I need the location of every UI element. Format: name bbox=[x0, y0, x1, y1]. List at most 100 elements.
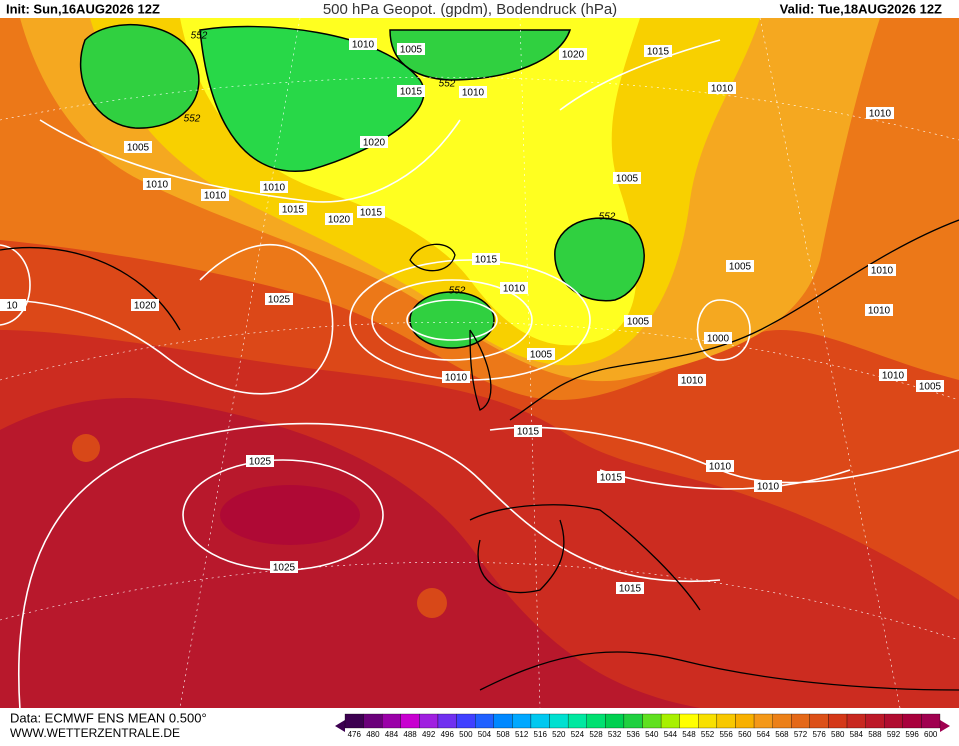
isobar-label-box bbox=[360, 136, 388, 148]
isobar-label-box bbox=[246, 455, 274, 467]
isobar-label: 1015 bbox=[647, 47, 670, 58]
scale-swatch bbox=[772, 713, 792, 729]
scale-label: 484 bbox=[385, 730, 399, 739]
isobar-label-box bbox=[265, 293, 293, 305]
scale-swatch bbox=[828, 713, 848, 729]
scale-label: 496 bbox=[441, 730, 455, 739]
isobar-label: 10 bbox=[6, 301, 18, 312]
isobar-label-box bbox=[143, 178, 171, 190]
scale-swatch bbox=[698, 713, 718, 729]
isobar-label-box bbox=[500, 282, 528, 294]
isobar-label-box bbox=[124, 141, 152, 153]
scale-label: 596 bbox=[905, 730, 919, 739]
scale-label: 568 bbox=[775, 730, 789, 739]
scale-swatch bbox=[549, 713, 569, 729]
geopotential-label: 552 bbox=[599, 212, 616, 223]
isobar-label-box bbox=[708, 82, 736, 94]
scale-label: 536 bbox=[627, 730, 641, 739]
isobar-label-box bbox=[644, 45, 672, 57]
isobar-label: 1020 bbox=[562, 50, 585, 61]
isobar-label-box bbox=[559, 48, 587, 60]
isobar-label: 1010 bbox=[263, 183, 286, 194]
isobar-label: 1020 bbox=[363, 138, 386, 149]
valid-time: Valid: Tue,18AUG2026 12Z bbox=[780, 1, 942, 16]
isobar-label-box bbox=[397, 85, 425, 97]
isobar-label: 1010 bbox=[204, 191, 227, 202]
scale-swatch bbox=[567, 713, 587, 729]
geopotential-label: 552 bbox=[439, 79, 456, 90]
isobar-label: 1005 bbox=[530, 350, 553, 361]
isobar-label-box bbox=[866, 107, 894, 119]
scale-swatch bbox=[735, 713, 755, 729]
isobar-label-box bbox=[527, 348, 555, 360]
isobar-label-box bbox=[879, 369, 907, 381]
scale-label: 544 bbox=[664, 730, 678, 739]
isobar-label: 1010 bbox=[146, 180, 169, 191]
isobar-label: 1010 bbox=[681, 376, 704, 387]
isobar-label-box bbox=[678, 374, 706, 386]
isobar-label-box bbox=[270, 561, 298, 573]
isobar-label: 1010 bbox=[871, 266, 894, 277]
scale-arrow-right bbox=[940, 720, 950, 732]
scale-label: 560 bbox=[738, 730, 752, 739]
isobar-label: 1015 bbox=[400, 87, 423, 98]
isobar-label: 1015 bbox=[600, 473, 623, 484]
isobar-label: 1005 bbox=[616, 174, 639, 185]
scale-label: 580 bbox=[831, 730, 845, 739]
scale-label: 512 bbox=[515, 730, 529, 739]
scale-swatch bbox=[846, 713, 866, 729]
scale-label: 532 bbox=[608, 730, 622, 739]
scale-swatch bbox=[344, 713, 364, 729]
isobar-label: 1025 bbox=[249, 457, 272, 468]
scale-swatch bbox=[586, 713, 606, 729]
isobar-label: 1005 bbox=[919, 382, 942, 393]
scale-label: 524 bbox=[571, 730, 585, 739]
isobar-label-box bbox=[624, 315, 652, 327]
scale-label: 540 bbox=[645, 730, 659, 739]
scale-swatch bbox=[419, 713, 439, 729]
scale-swatch bbox=[512, 713, 532, 729]
isobar-label: 1010 bbox=[709, 462, 732, 473]
isobar-label: 1010 bbox=[445, 373, 468, 384]
scale-label: 564 bbox=[757, 730, 771, 739]
scale-label: 528 bbox=[589, 730, 603, 739]
isobar-label-box bbox=[916, 380, 944, 392]
isobar-label: 1015 bbox=[360, 208, 383, 219]
scale-label: 504 bbox=[478, 730, 492, 739]
site: WWW.WETTERZENTRALE.DE bbox=[10, 726, 180, 740]
isobar-label-box bbox=[514, 425, 542, 437]
scale-arrow-left bbox=[335, 720, 345, 732]
scale-label: 584 bbox=[850, 730, 864, 739]
isobar-label-box bbox=[357, 206, 385, 218]
isobar-label-box bbox=[754, 480, 782, 492]
scale-swatch bbox=[791, 713, 810, 729]
isobar-label-box bbox=[459, 86, 487, 98]
isobar-label: 1020 bbox=[134, 301, 157, 312]
scale-swatch bbox=[809, 713, 829, 729]
scale-swatch bbox=[884, 713, 903, 729]
geopotential-label: 552 bbox=[184, 114, 201, 125]
title: 500 hPa Geopot. (gpdm), Bodendruck (hPa) bbox=[323, 1, 617, 18]
scale-swatch bbox=[382, 713, 401, 729]
isobar-label: 1010 bbox=[352, 40, 375, 51]
isobar-label: 1010 bbox=[462, 88, 485, 99]
isobar-label: 1005 bbox=[627, 317, 650, 328]
labels: 1010 1005 1020 1015 1010 1010 1010 1015 1020 1005… bbox=[0, 31, 944, 595]
scale-label: 520 bbox=[552, 730, 566, 739]
graticule bbox=[0, 17, 959, 709]
isobar-label: 1005 bbox=[400, 45, 423, 56]
scale-label: 508 bbox=[496, 730, 510, 739]
scale-swatch bbox=[623, 713, 643, 729]
scale-swatch bbox=[642, 713, 662, 729]
isobar-label-box bbox=[325, 213, 353, 225]
isobar-label-box bbox=[279, 203, 307, 215]
scale-label: 480 bbox=[366, 730, 380, 739]
isobar-label: 1025 bbox=[268, 295, 291, 306]
isobar-label: 1015 bbox=[282, 205, 305, 216]
init-time: Init: Sun,16AUG2026 12Z bbox=[6, 1, 160, 16]
isobar-label-box bbox=[349, 38, 377, 50]
isobar-label: 1025 bbox=[273, 563, 296, 574]
isobar-label-box bbox=[597, 471, 625, 483]
scale-label: 500 bbox=[459, 730, 473, 739]
